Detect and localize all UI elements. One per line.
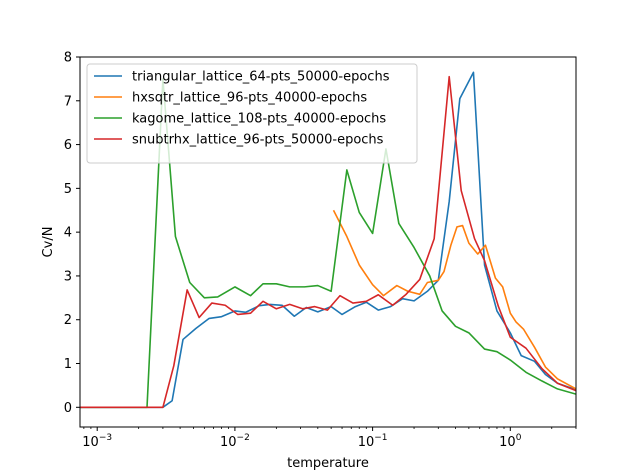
y-tick-label: 7 <box>64 94 72 109</box>
legend-label-3: kagome_lattice_108-pts_40000-epochs <box>132 112 386 127</box>
x-tick-label: 100 <box>499 433 522 450</box>
series-line-1 <box>80 71 576 409</box>
x-axis-label: temperature <box>287 456 369 471</box>
legend: triangular_lattice_64-pts_50000-epochshx… <box>86 63 418 164</box>
y-axis-label: Cv/N <box>41 227 56 258</box>
x-tick-label: 10−3 <box>82 433 112 450</box>
legend-label-4: snubtrhx_lattice_96-pts_50000-epochs <box>132 133 384 148</box>
x-tick-label: 10−1 <box>358 433 388 450</box>
series-layer <box>80 71 576 409</box>
y-tick-label: 5 <box>64 182 72 197</box>
legend-box <box>86 63 418 164</box>
y-tick-label: 8 <box>64 51 72 66</box>
x-tick-label: 10−2 <box>220 433 250 450</box>
legend-label-1: triangular_lattice_64-pts_50000-epochs <box>132 70 390 85</box>
legend-label-2: hxsqtr_lattice_96-pts_40000-epochs <box>132 91 367 106</box>
series-line-3 <box>80 78 576 409</box>
y-tick-label: 4 <box>64 226 72 241</box>
y-tick-label: 1 <box>64 357 72 372</box>
series-line-4 <box>80 75 576 409</box>
y-tick-label: 2 <box>64 313 72 328</box>
series-line-2 <box>332 209 576 390</box>
ticks-layer: 0 1 2 3 4 5 6 7 8 10−3 10−2 10−1 100 <box>64 51 577 450</box>
y-tick-label: 0 <box>64 401 72 416</box>
axes-frame <box>79 56 577 428</box>
y-tick-label: 6 <box>64 138 72 153</box>
y-tick-label: 3 <box>64 269 72 284</box>
